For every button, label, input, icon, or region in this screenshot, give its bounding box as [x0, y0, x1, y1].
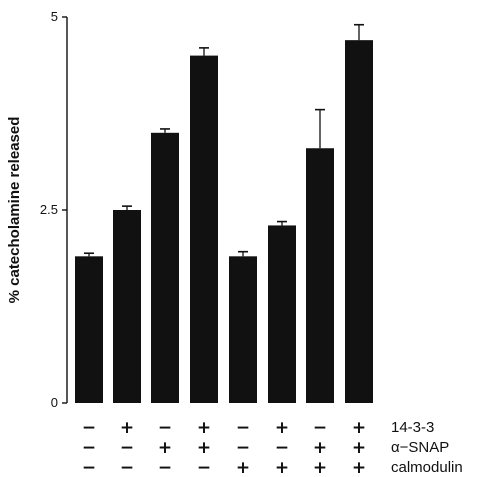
condition-sign: − [120, 458, 134, 477]
condition-sign: + [275, 458, 289, 477]
y-tick-label: 5 [51, 9, 58, 24]
condition-sign: − [275, 438, 289, 458]
condition-sign: − [82, 438, 96, 458]
condition-label: calmodulin [391, 459, 463, 476]
condition-label: 14-3-3 [391, 419, 434, 436]
condition-sign: − [158, 458, 172, 477]
condition-sign: − [82, 458, 96, 477]
bar [75, 256, 103, 403]
y-tick-label: 0 [51, 395, 58, 410]
axes: 02.55 [40, 9, 68, 410]
condition-sign: + [275, 418, 289, 438]
bar [190, 55, 218, 403]
bar [229, 256, 257, 403]
condition-sign: − [82, 418, 96, 438]
condition-sign: − [158, 418, 172, 438]
condition-sign: − [120, 438, 134, 458]
condition-sign: + [352, 418, 366, 438]
condition-sign: + [313, 458, 327, 477]
condition-sign: + [352, 458, 366, 477]
condition-sign: + [236, 458, 250, 477]
condition-sign: − [236, 438, 250, 458]
condition-sign: + [197, 418, 211, 438]
error-bars [84, 23, 364, 257]
condition-signs: − + − + − + − +− − + + − − + +− − − − + + + + [82, 418, 366, 477]
y-axis-label: % catecholamine released [6, 117, 23, 304]
condition-sign: + [197, 438, 211, 458]
bars [75, 40, 373, 404]
y-tick-label: 2.5 [40, 202, 58, 217]
bar [268, 225, 296, 403]
bar [151, 132, 179, 404]
condition-sign: − [197, 458, 211, 477]
condition-sign: − [313, 418, 327, 438]
bar [113, 210, 141, 403]
condition-sign: + [158, 438, 172, 458]
condition-label: α−SNAP [391, 439, 449, 456]
condition-sign: + [120, 418, 134, 438]
condition-labels: 14-3-3 α−SNAP calmodulin [391, 419, 463, 476]
bar [345, 40, 373, 403]
condition-sign: − [236, 418, 250, 438]
condition-sign: + [313, 438, 327, 458]
bar [306, 148, 334, 403]
condition-sign: + [352, 438, 366, 458]
